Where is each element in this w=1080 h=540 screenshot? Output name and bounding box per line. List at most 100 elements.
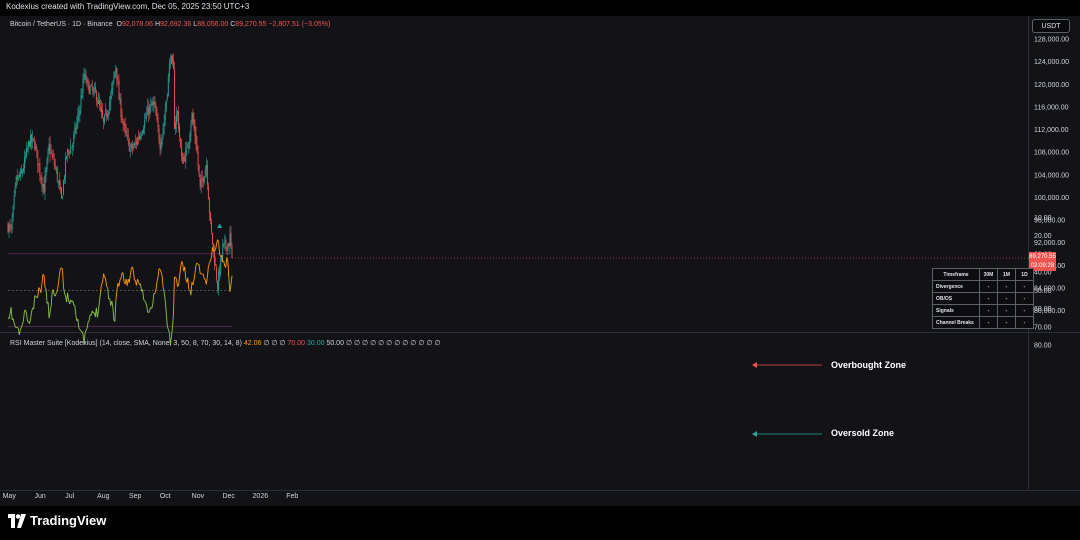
candle-body <box>49 144 51 154</box>
candle-body <box>20 169 22 173</box>
candle-body <box>59 186 61 189</box>
candle <box>86 76 88 88</box>
candle <box>102 102 103 119</box>
candle-body <box>146 113 148 118</box>
rsi-legend[interactable]: RSI Master Suite [Kodexius] (14, close, … <box>10 339 441 347</box>
candle <box>72 142 74 157</box>
rsi-tick-label: 40.00 <box>1034 270 1052 277</box>
candle <box>143 124 145 135</box>
candle-body <box>21 171 23 174</box>
candle <box>196 135 198 154</box>
candle <box>70 138 72 155</box>
candle <box>199 173 201 191</box>
price-tick-label: 96,000.00 <box>1034 218 1065 225</box>
rsi-segment <box>33 295 36 309</box>
candle <box>15 174 17 189</box>
candle-body <box>230 232 232 246</box>
low-label: L <box>193 21 198 28</box>
rsi-segment <box>209 257 212 261</box>
candle-body <box>151 102 153 106</box>
rsi-segment <box>169 337 172 346</box>
candle-body <box>209 212 211 221</box>
candle <box>90 83 92 87</box>
rsi-segment <box>10 307 13 320</box>
rsi-segment <box>74 305 77 316</box>
rsi-segment <box>43 275 46 288</box>
currency-button[interactable]: USDT <box>1032 19 1070 33</box>
candle <box>41 172 43 193</box>
candle <box>200 171 202 194</box>
rsi-segment <box>119 277 122 281</box>
rsi-segment <box>194 264 197 273</box>
rsi-segment <box>103 273 106 277</box>
candle-body <box>120 99 122 117</box>
candle-body <box>85 75 87 83</box>
rsi-segment <box>27 320 29 323</box>
candle-body <box>179 126 181 138</box>
candle <box>56 165 58 184</box>
candle-body <box>48 143 50 151</box>
candle-body <box>95 91 97 102</box>
candle <box>53 153 55 170</box>
candle-body <box>129 148 131 151</box>
candle <box>187 142 189 148</box>
price-tick-label: 80,000.00 <box>1034 308 1065 315</box>
candle <box>45 166 47 183</box>
open-value: 92,078.06 <box>121 21 154 28</box>
rsi-segment <box>30 311 33 319</box>
candle <box>76 116 78 135</box>
candle <box>127 128 129 146</box>
candle-body <box>123 123 125 125</box>
candle-body <box>94 86 96 92</box>
candle-body <box>169 62 171 63</box>
candle-body <box>124 123 126 129</box>
rsi-segment <box>167 329 170 333</box>
candle-body <box>53 158 55 166</box>
candle-body <box>174 68 175 129</box>
candle-body <box>222 244 224 256</box>
rsi-segment <box>227 261 230 279</box>
row-label: OB/OS <box>932 292 980 305</box>
time-tick-label: Jul <box>65 493 74 500</box>
candle <box>97 92 99 105</box>
candle <box>190 119 192 143</box>
rsi-segment <box>69 299 72 305</box>
rsi-segment <box>132 270 135 281</box>
tradingview-logo-icon <box>8 514 26 528</box>
candle-body <box>217 281 219 289</box>
rsi-segment <box>79 329 82 332</box>
candle <box>124 117 126 138</box>
ohlc-legend[interactable]: Bitcoin / TetherUS · 1D · Binance O92,07… <box>10 21 330 28</box>
candle <box>103 117 105 130</box>
candle <box>35 140 37 151</box>
chart-canvas[interactable]: 128,000.00 124,000.00 120,000.00 116,000.00… <box>0 16 1080 506</box>
rsi-segment <box>152 293 155 304</box>
rsi-segment <box>170 327 173 338</box>
rsi-segment <box>180 261 183 268</box>
candle <box>179 123 181 142</box>
candle <box>218 267 220 296</box>
candle-body <box>223 242 225 245</box>
candle-body <box>208 198 210 213</box>
candle <box>206 160 208 190</box>
candle <box>157 112 159 133</box>
candle <box>66 155 68 161</box>
candle-body <box>147 106 149 115</box>
candle <box>220 256 222 278</box>
rsi-segment <box>187 277 190 290</box>
candle <box>144 113 146 135</box>
candle-body <box>107 113 109 118</box>
candle <box>51 149 53 161</box>
rsi-segment <box>137 279 139 282</box>
candle <box>80 88 82 115</box>
candle-body <box>43 183 45 194</box>
candle-body <box>121 115 123 121</box>
candle-body <box>163 121 165 128</box>
candle <box>138 130 139 145</box>
candle-body <box>187 146 189 148</box>
candle-body <box>180 138 182 147</box>
rsi-segment <box>63 286 65 294</box>
rsi-segment <box>230 275 233 286</box>
candle-body <box>226 246 228 251</box>
candle-body <box>162 127 164 135</box>
